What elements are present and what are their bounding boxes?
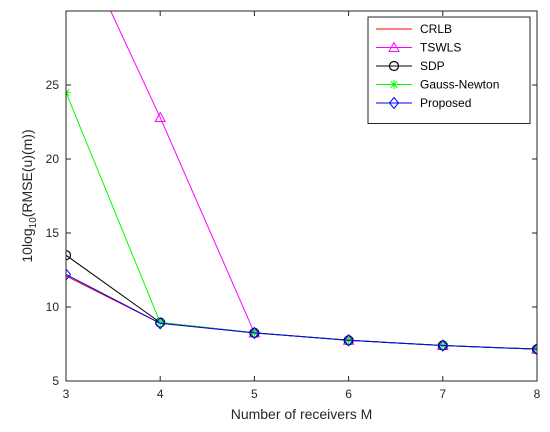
legend-marker-gauss-newton bbox=[389, 80, 399, 89]
x-tick-label-5: 5 bbox=[251, 387, 258, 401]
x-tick-label-6: 6 bbox=[345, 387, 352, 401]
x-axis-label: Number of receivers M bbox=[231, 406, 373, 422]
data-point-proposed-1 bbox=[155, 316, 166, 330]
data-point-proposed-3 bbox=[343, 334, 354, 347]
legend-item-crlb: CRLB bbox=[376, 22, 452, 36]
legend-marker-proposed bbox=[388, 96, 400, 110]
axes-box bbox=[65, 10, 538, 382]
legend-label-proposed: Proposed bbox=[420, 96, 471, 110]
legend: CRLB TSWLS SDP Gauss-Newton Proposed bbox=[367, 16, 531, 124]
legend-marker-tswls bbox=[388, 41, 400, 52]
y-tick-label-15: 15 bbox=[46, 226, 60, 240]
y-tick-label-5: 5 bbox=[52, 374, 59, 388]
data-point-tswls-1 bbox=[154, 111, 167, 123]
y-tick-label-20: 20 bbox=[46, 152, 60, 166]
x-tick-label-7: 7 bbox=[439, 387, 446, 401]
x-tick-label-3: 3 bbox=[63, 387, 70, 401]
data-point-proposed-0 bbox=[66, 268, 72, 281]
legend-item-proposed: Proposed bbox=[376, 96, 471, 110]
series-proposed bbox=[66, 268, 537, 356]
legend-item-gauss-newton: Gauss-Newton bbox=[376, 78, 499, 92]
data-point-proposed-2 bbox=[249, 326, 260, 340]
series-layer bbox=[66, 11, 537, 356]
legend-label-gauss-newton: Gauss-Newton bbox=[420, 78, 499, 92]
x-tick-label-4: 4 bbox=[157, 387, 164, 401]
legend-label-crlb: CRLB bbox=[420, 22, 452, 36]
legend-marker-gauss-newton-stroke-3 bbox=[390, 80, 398, 89]
data-point-proposed-4 bbox=[437, 339, 448, 352]
legend-label-tswls: TSWLS bbox=[420, 41, 461, 55]
y-axis-label: 10log10(RMSE(u)(m)) bbox=[19, 129, 39, 262]
legend-label-sdp: SDP bbox=[420, 59, 445, 73]
data-point-sdp-0 bbox=[66, 250, 72, 261]
axes-layer: 3 4 5 6 7 8 5 10 15 20 25 bbox=[46, 10, 541, 401]
data-point-gauss-newton-0 bbox=[66, 87, 71, 97]
legend-marker-sdp bbox=[388, 60, 400, 72]
data-point-proposed-5 bbox=[531, 342, 537, 356]
legend-item-tswls: TSWLS bbox=[376, 41, 461, 55]
y-tick-label-10: 10 bbox=[46, 300, 60, 314]
data-point-gauss-newton-0-stroke-3 bbox=[66, 88, 70, 94]
y-tick-label-25: 25 bbox=[46, 78, 60, 92]
data-point-gauss-newton-0-stroke-2 bbox=[66, 91, 70, 96]
legend-item-sdp: SDP bbox=[376, 59, 445, 73]
series-line-proposed bbox=[66, 273, 537, 350]
x-tick-label-8: 8 bbox=[534, 387, 541, 401]
